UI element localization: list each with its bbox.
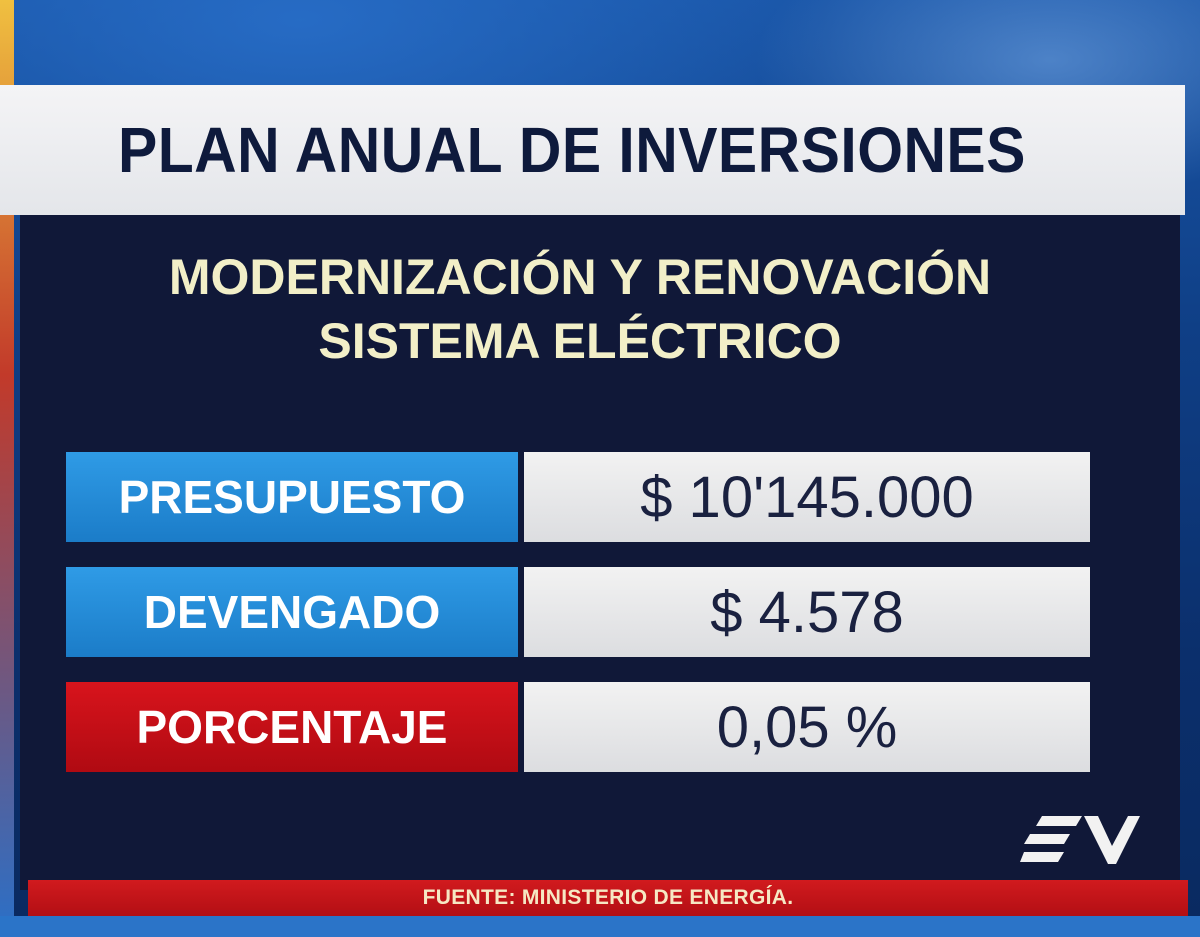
background-edge (0, 0, 14, 937)
subtitle: MODERNIZACIÓN Y RENOVACIÓN SISTEMA ELÉCT… (100, 245, 1060, 373)
table-row-devengado: DEVENGADO $ 4.578 (66, 567, 1090, 657)
bottom-strip (0, 916, 1200, 937)
page-title: PLAN ANUAL DE INVERSIONES (118, 114, 1026, 186)
row-value-devengado: $ 4.578 (524, 567, 1090, 657)
source-text: FUENTE: MINISTERIO DE ENERGÍA. (422, 886, 794, 909)
table-row-porcentaje: PORCENTAJE 0,05 % (66, 682, 1090, 772)
ecuavisa-ev-logo-icon (1020, 816, 1140, 864)
row-label-devengado: DEVENGADO (66, 567, 518, 657)
row-label-porcentaje: PORCENTAJE (66, 682, 518, 772)
subtitle-line-2: SISTEMA ELÉCTRICO (318, 313, 842, 369)
row-value-presupuesto: $ 10'145.000 (524, 452, 1090, 542)
source-footer: FUENTE: MINISTERIO DE ENERGÍA. (28, 880, 1188, 916)
table-row-presupuesto: PRESUPUESTO $ 10'145.000 (66, 452, 1090, 542)
row-value-porcentaje: 0,05 % (524, 682, 1090, 772)
subtitle-line-1: MODERNIZACIÓN Y RENOVACIÓN (168, 249, 992, 305)
title-bar: PLAN ANUAL DE INVERSIONES (0, 85, 1185, 215)
row-label-presupuesto: PRESUPUESTO (66, 452, 518, 542)
